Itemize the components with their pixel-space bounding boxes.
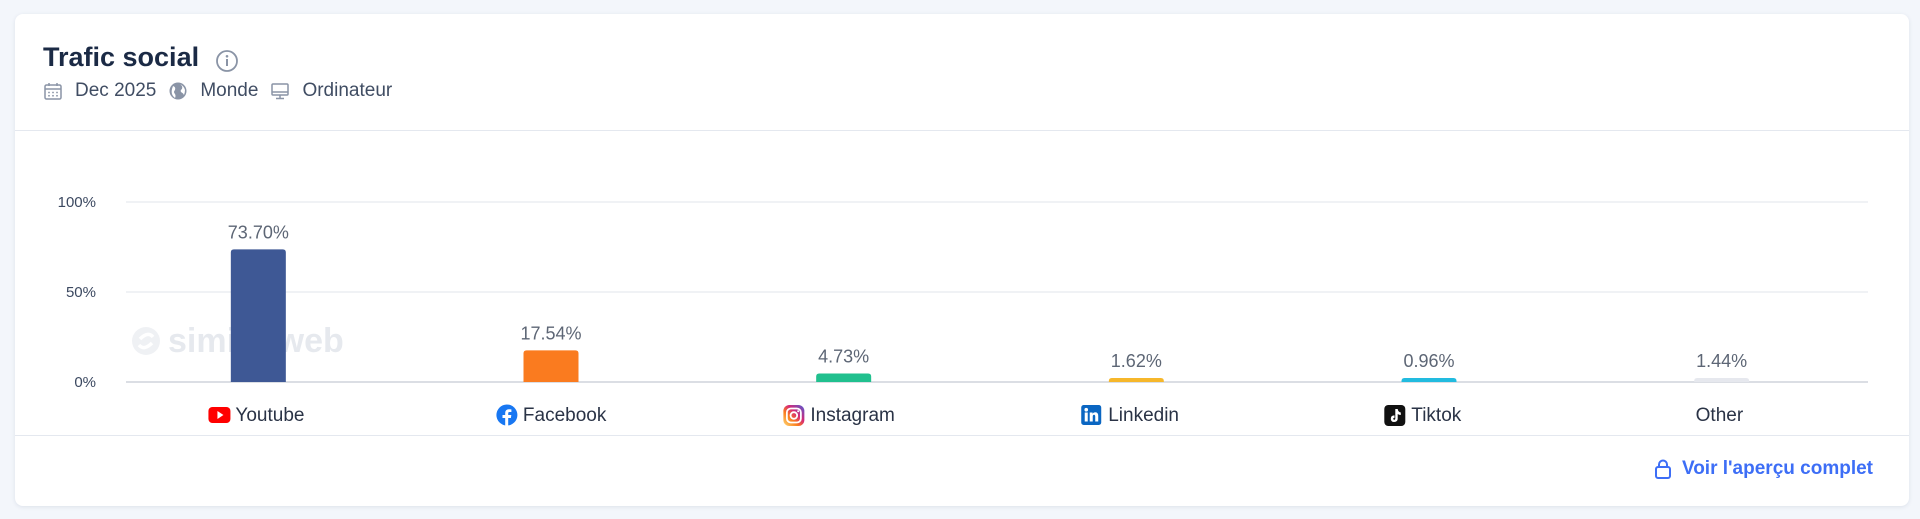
facebook-icon (496, 404, 518, 426)
bar-value-label: 73.70% (228, 222, 289, 242)
device-filter[interactable]: Ordinateur (302, 80, 393, 101)
filter-row: Dec 2025 Monde Ordinateur (43, 76, 404, 106)
bar-youtube (230, 249, 286, 382)
full-overview-link[interactable]: Voir l'aperçu complet (1654, 458, 1873, 480)
info-icon[interactable] (215, 49, 239, 73)
lock-icon (1654, 459, 1671, 479)
x-tick-label: Instagram (810, 405, 894, 426)
bar-chart: similarweb0%50%100%73.70%Youtube17.54%Fa… (58, 194, 1868, 426)
social-traffic-card: Trafic social Dec 2025 Monde (15, 14, 1909, 506)
y-tick-label: 100% (58, 194, 96, 211)
bar-value-label: 1.44% (1696, 351, 1747, 371)
youtube-icon (208, 407, 231, 423)
bar-value-label: 4.73% (818, 346, 869, 366)
card-footer: Voir l'aperçu complet (15, 435, 1909, 507)
watermark-logo-icon (132, 327, 160, 355)
bar-instagram (816, 373, 872, 382)
card-title: Trafic social (43, 42, 200, 72)
bar-value-label: 17.54% (520, 323, 581, 343)
bar-linkedin (1108, 378, 1164, 382)
instagram-icon (783, 405, 805, 426)
y-tick-label: 50% (66, 284, 96, 301)
desktop-icon (271, 83, 290, 100)
x-tick-label: Youtube (235, 405, 304, 426)
linkedin-icon (1081, 405, 1102, 425)
tiktok-icon (1384, 405, 1406, 426)
y-tick-label: 0% (74, 374, 96, 391)
full-overview-label: Voir l'aperçu complet (1681, 458, 1873, 479)
x-tick-label: Facebook (523, 405, 607, 426)
x-tick-label: Linkedin (1108, 405, 1179, 426)
bar-value-label: 0.96% (1403, 351, 1454, 371)
x-tick-label: Tiktok (1411, 405, 1461, 426)
bar-tiktok (1401, 378, 1457, 382)
calendar-icon (44, 83, 62, 100)
bar-value-label: 1.62% (1111, 351, 1162, 371)
region-filter[interactable]: Monde (200, 80, 259, 101)
date-filter[interactable]: Dec 2025 (75, 80, 157, 101)
globe-icon (169, 82, 187, 100)
x-tick-label: Other (1696, 405, 1744, 426)
chart-area: similarweb0%50%100%73.70%Youtube17.54%Fa… (15, 131, 1909, 435)
bar-other (1694, 378, 1750, 382)
card-header: Trafic social Dec 2025 Monde (15, 14, 1909, 131)
bar-facebook (523, 350, 579, 382)
